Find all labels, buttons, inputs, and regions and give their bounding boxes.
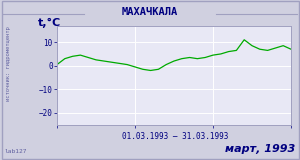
Text: 01.03.1993 – 31.03.1993: 01.03.1993 – 31.03.1993 bbox=[122, 132, 229, 141]
Text: март, 1993: март, 1993 bbox=[225, 144, 296, 154]
Text: источник: гидрометцентр: источник: гидрометцентр bbox=[6, 27, 11, 101]
Text: lab127: lab127 bbox=[4, 149, 27, 154]
Text: t,°C: t,°C bbox=[38, 18, 61, 28]
Text: МАХАЧКАЛА: МАХАЧКАЛА bbox=[122, 7, 178, 17]
